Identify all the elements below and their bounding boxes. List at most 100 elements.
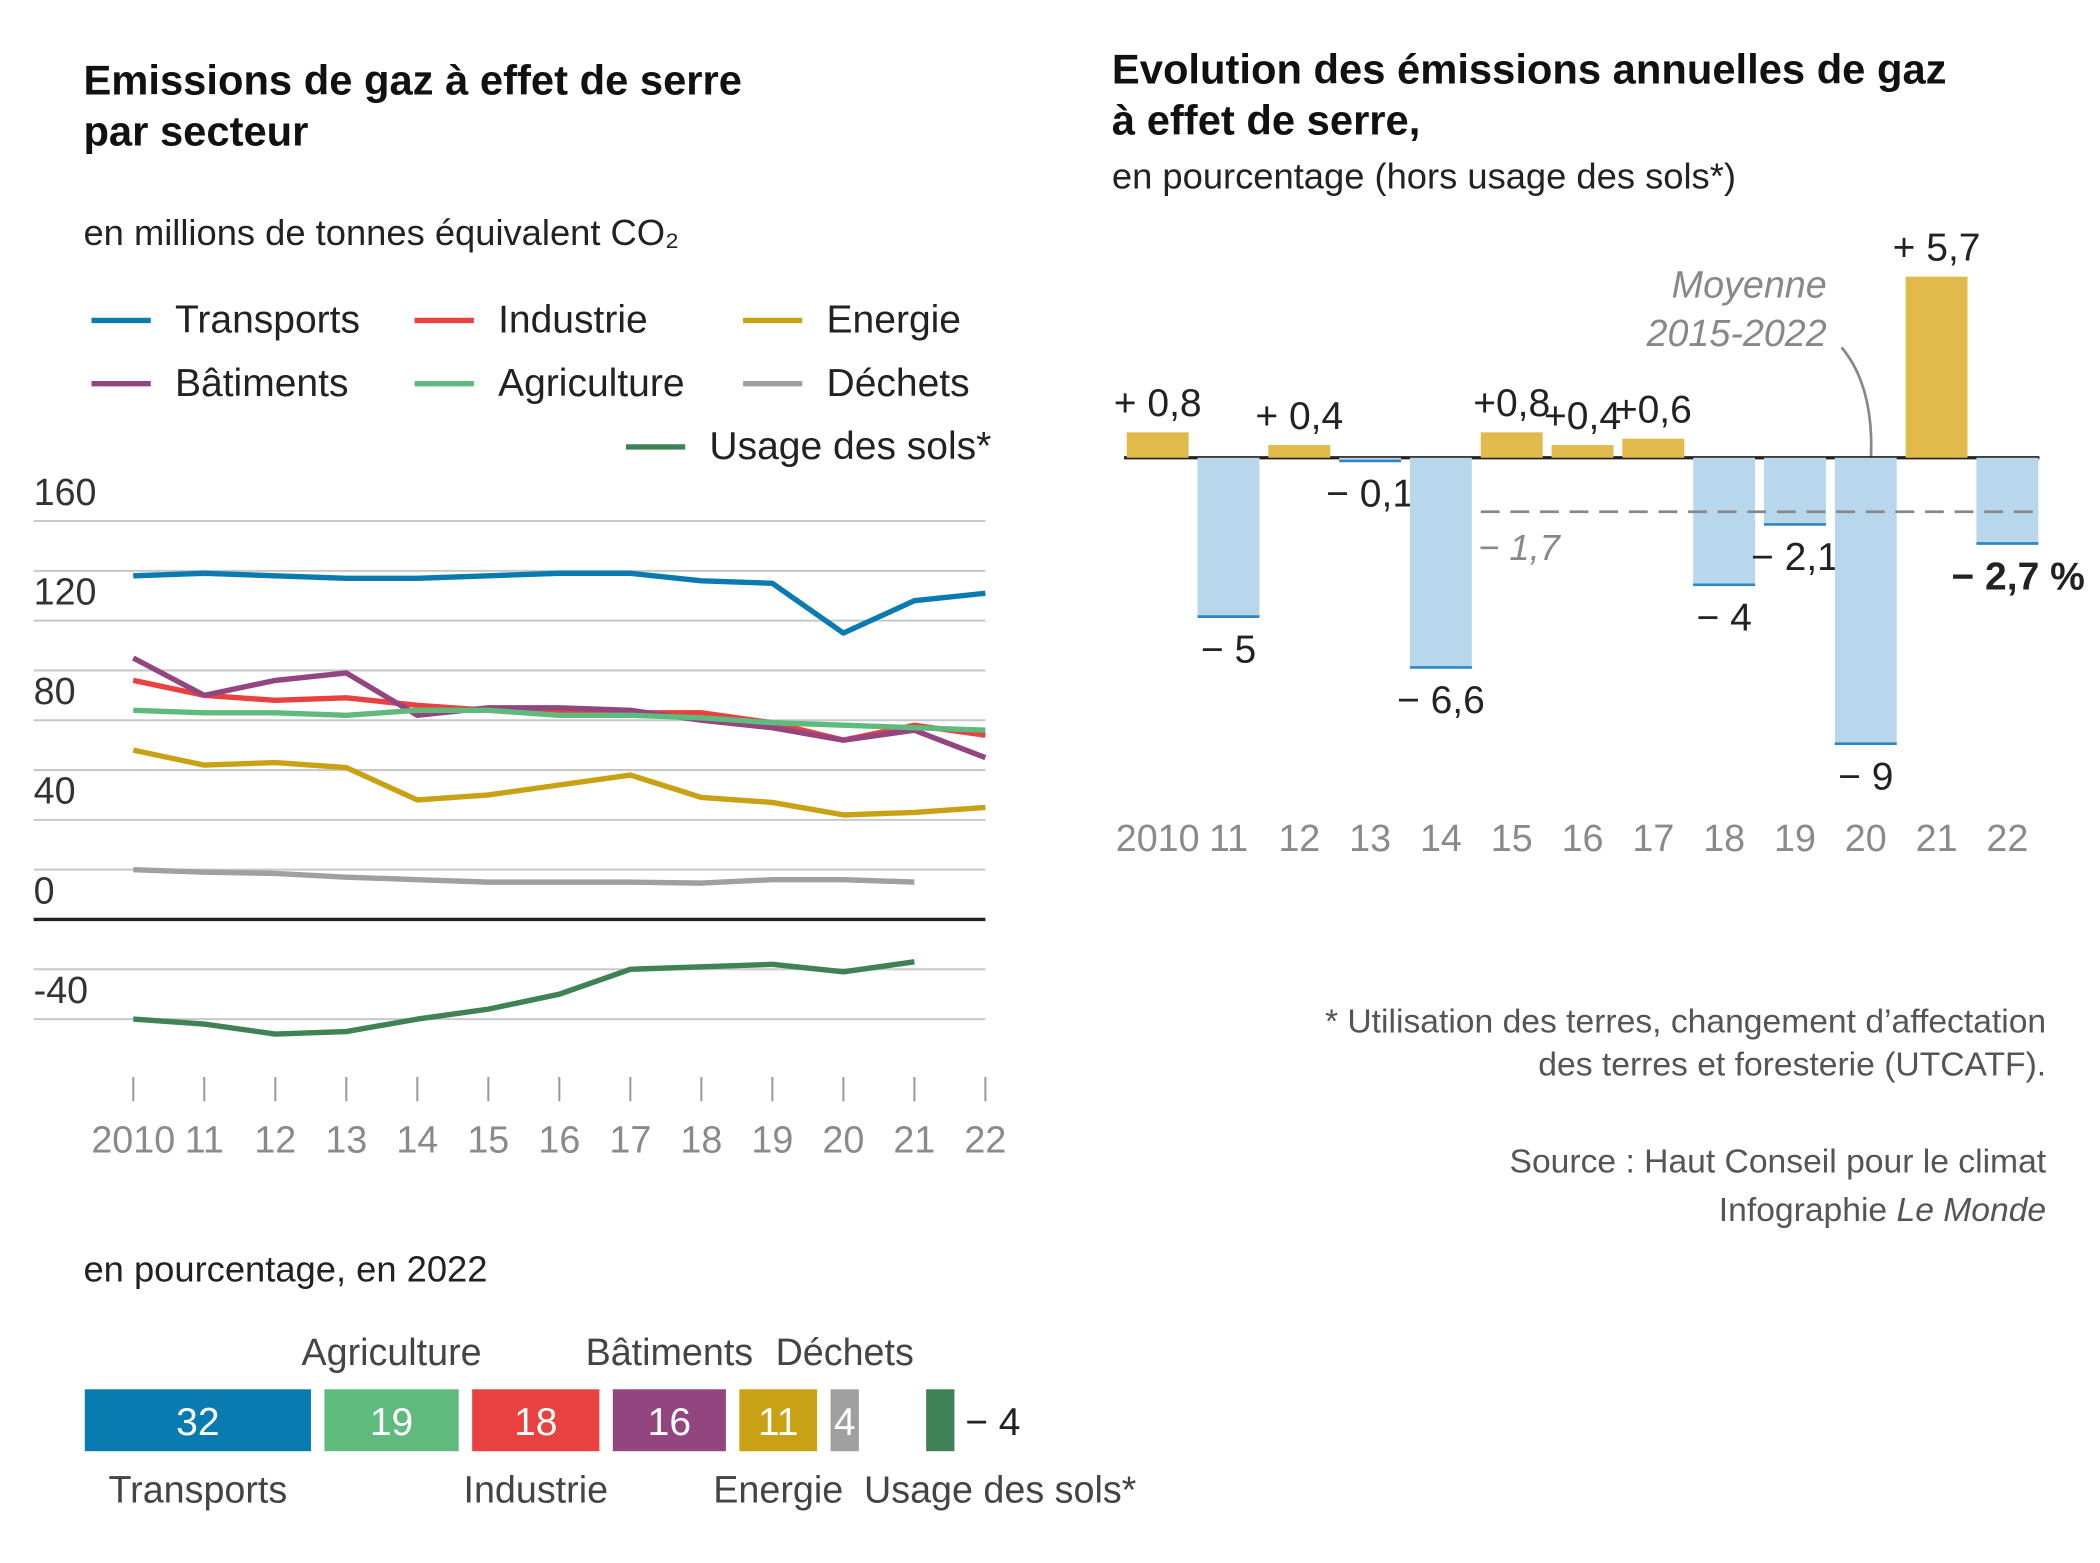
value-label: 4 <box>834 1401 856 1444</box>
series-line <box>132 655 987 761</box>
value-label: − 4 <box>1696 597 1751 640</box>
x-tick-label: 19 <box>1774 817 1816 859</box>
y-tick-label: 0 <box>34 869 55 911</box>
x-tick-label: 15 <box>467 1118 509 1160</box>
credit-name: Le Monde <box>1897 1192 2047 1229</box>
x-tick-label: 19 <box>751 1118 793 1160</box>
series-line <box>132 747 986 818</box>
credit-text: Infographie <box>1719 1192 1887 1229</box>
title-line: par secteur <box>83 107 308 154</box>
x-tick-label: 17 <box>1632 817 1674 859</box>
x-tick-label: 14 <box>1420 817 1462 859</box>
bar <box>1976 457 2039 544</box>
value-label: + 0,4 <box>1255 395 1343 438</box>
value-label: − 6,6 <box>1397 679 1485 722</box>
x-tick-label: 22 <box>964 1118 1006 1160</box>
value-label: 32 <box>176 1401 219 1444</box>
x-tick-label: 12 <box>1278 817 1320 859</box>
series-line <box>133 959 915 1037</box>
bar-segment <box>472 1389 600 1452</box>
bar-segment <box>830 1389 859 1452</box>
y-tick-label: 160 <box>34 471 97 513</box>
y-tick-label: 80 <box>34 670 76 712</box>
bar-segment <box>84 1389 311 1452</box>
x-tick-label: 22 <box>1986 817 2028 859</box>
value-label: +0,4 <box>1544 395 1621 438</box>
x-tick-label: 21 <box>893 1118 935 1160</box>
x-tick-label: 16 <box>538 1118 580 1160</box>
value-label: + 0,8 <box>1114 382 1202 425</box>
legend-label: Usage des sols* <box>709 425 991 468</box>
series-line <box>133 570 986 636</box>
x-tick-label: 17 <box>609 1118 651 1160</box>
value-label: − 4 <box>965 1401 1020 1444</box>
value-label: − 9 <box>1838 755 1893 798</box>
x-tick-label: 18 <box>680 1118 722 1160</box>
y-tick-label: 120 <box>34 570 97 612</box>
legend-label: Agriculture <box>498 362 684 405</box>
category-label: Déchets <box>776 1331 914 1373</box>
x-tick-label: 2010 <box>1116 817 1200 859</box>
title-line: Evolution des émissions annuelles de gaz <box>1112 46 1947 93</box>
value-label: − 2,1 <box>1751 536 1839 579</box>
legend-label: Transports <box>175 299 360 342</box>
bar <box>1197 457 1260 617</box>
average-label: − 1,7 <box>1478 527 1562 568</box>
bar <box>1622 438 1685 458</box>
category-label: Industrie <box>463 1468 608 1510</box>
bar-segment <box>324 1389 459 1452</box>
value-label: +0,6 <box>1615 389 1692 432</box>
x-tick-label: 2010 <box>91 1118 175 1160</box>
value-label: − 2,7 % <box>1951 555 2084 598</box>
x-tick-label: 12 <box>254 1118 296 1160</box>
y-tick-label: 40 <box>34 770 76 812</box>
bar <box>1126 432 1189 458</box>
series-line <box>133 707 986 733</box>
bar <box>1480 432 1543 458</box>
value-label: 16 <box>648 1401 691 1444</box>
value-label: + 5,7 <box>1893 227 1981 270</box>
legend-label: Bâtiments <box>175 362 348 405</box>
bar-segment <box>926 1389 955 1452</box>
category-label: Bâtiments <box>586 1331 754 1373</box>
x-tick-label: 16 <box>1562 817 1604 859</box>
value-label: 19 <box>370 1401 413 1444</box>
subtitle: en pourcentage (hors usage des sols*) <box>1112 156 1736 197</box>
x-tick-label: 13 <box>325 1118 367 1160</box>
x-tick-label: 21 <box>1916 817 1958 859</box>
x-tick-label: 11 <box>185 1118 224 1160</box>
annotation: Moyenne <box>1672 264 1827 306</box>
annotation: 2015-2022 <box>1645 312 1826 354</box>
x-tick-label: 20 <box>1845 817 1887 859</box>
legend-label: Energie <box>827 299 961 342</box>
bar-segment <box>612 1389 726 1452</box>
title-line: à effet de serre, <box>1112 97 1420 144</box>
value-label: 18 <box>514 1401 557 1444</box>
value-label: 11 <box>758 1401 799 1444</box>
bar <box>1268 445 1331 458</box>
footnote: * Utilisation des terres, changement d’a… <box>1325 1004 2046 1041</box>
bar <box>1339 457 1402 461</box>
value-label: − 0,1 <box>1326 473 1414 516</box>
x-tick-label: 18 <box>1703 817 1745 859</box>
category-label: Usage des sols* <box>864 1468 1137 1510</box>
value-label: +0,8 <box>1473 382 1550 425</box>
title-line: Emissions de gaz à effet de serre <box>83 56 742 103</box>
y-tick-label: -40 <box>34 969 88 1011</box>
bar <box>1409 457 1472 668</box>
subtitle: en millions de tonnes équivalent CO₂ <box>83 212 679 253</box>
value-label: − 5 <box>1201 628 1256 671</box>
series-line <box>133 866 915 886</box>
bar <box>1693 457 1756 585</box>
x-tick-label: 20 <box>822 1118 864 1160</box>
bar <box>1834 457 1897 744</box>
x-tick-label: 11 <box>1209 817 1248 859</box>
bar <box>1551 445 1614 458</box>
category-label: Agriculture <box>301 1331 481 1373</box>
legend-label: Déchets <box>827 362 970 405</box>
bar <box>1905 276 1968 458</box>
category-label: Transports <box>109 1468 288 1510</box>
source: Source : Haut Conseil pour le climat <box>1510 1144 2047 1181</box>
legend-label: Industrie <box>498 299 648 342</box>
